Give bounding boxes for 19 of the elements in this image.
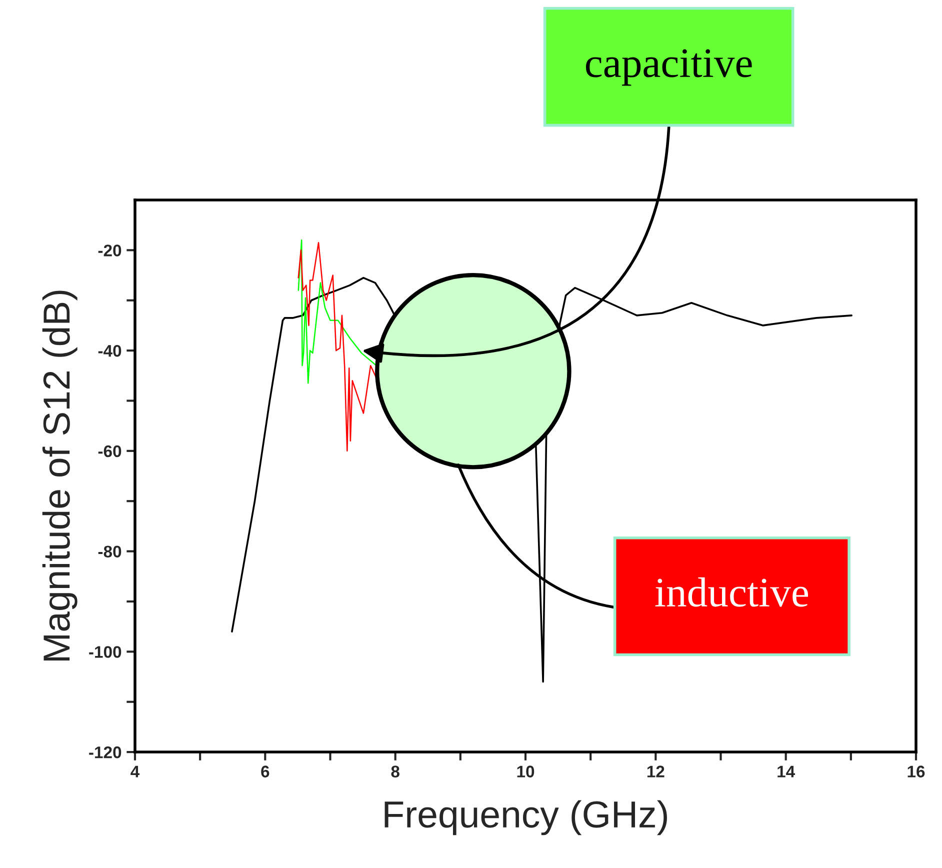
line-series (298, 240, 378, 384)
y-tick-label: -40 (98, 344, 122, 357)
annotation: capacitive (586, 49, 752, 86)
x-tick-label: 14 (778, 766, 796, 778)
y-tick-label: -80 (98, 546, 122, 558)
x-tick-label: 12 (647, 766, 664, 778)
x-tick-label: 8 (391, 766, 400, 778)
y-tick-label: -120 (89, 746, 122, 758)
y-axis-title: Magnitude of S12 (dB) (42, 290, 78, 661)
x-tick-label: 6 (261, 766, 270, 778)
x-tick-label: 10 (517, 766, 534, 778)
line-series (298, 242, 378, 452)
annotation: inductive (655, 577, 808, 607)
y-tick-label: -60 (98, 445, 122, 458)
y-tick-label: -100 (89, 646, 122, 658)
x-tick-label: 4 (130, 766, 140, 778)
y-tick-label: -20 (98, 244, 122, 256)
x-tick-label: 16 (908, 766, 925, 778)
x-axis-title: Frequency (GHz) (384, 800, 667, 836)
